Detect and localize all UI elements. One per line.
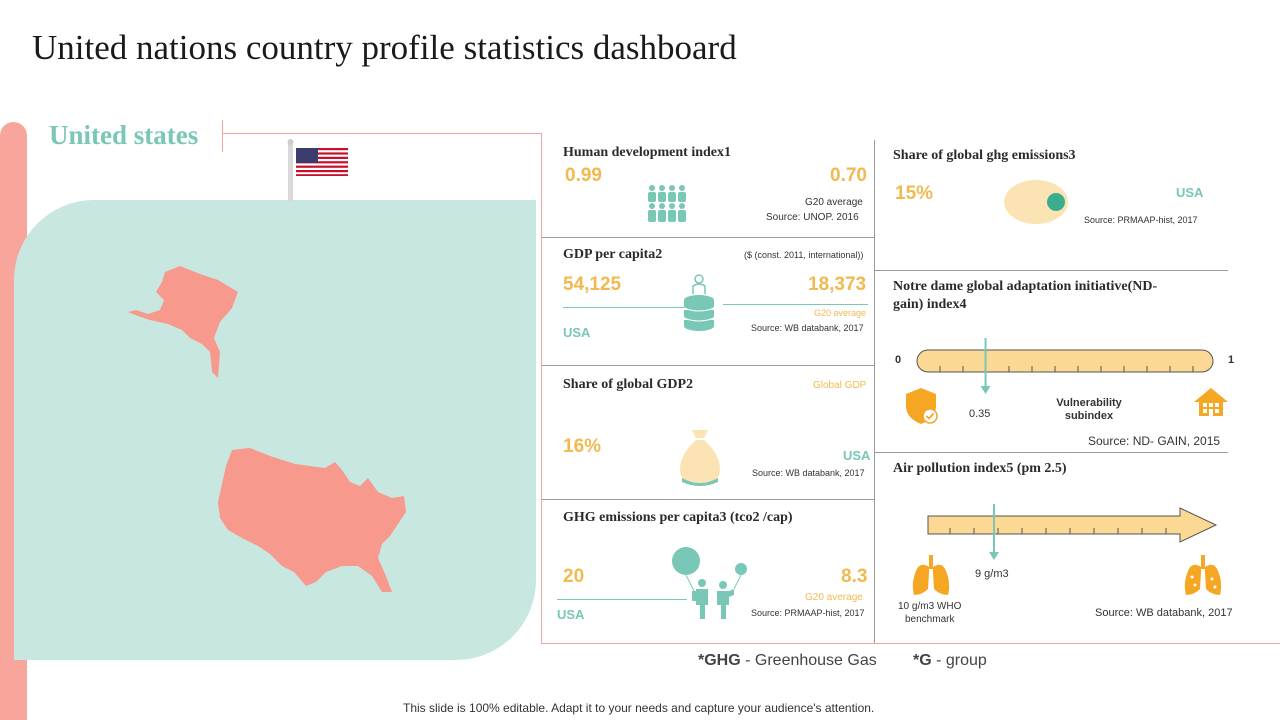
footnote-ghg-abbr: *GHG	[698, 652, 741, 669]
map-panel	[14, 200, 536, 660]
nd-gain-scale	[916, 338, 1214, 394]
ghg-per-capita-title: GHG emissions per capita3 (tco2 /cap)	[563, 510, 793, 525]
gdp-country-value: 54,125	[563, 274, 622, 295]
ghg-g20-value: 8.3	[841, 566, 868, 587]
share-ghg-country-label: USA	[1176, 185, 1204, 200]
share-ghg-value: 15%	[895, 183, 934, 204]
ghg-g20-label: G20 average	[805, 592, 863, 603]
coin-stack-person-icon	[683, 274, 715, 331]
hdi-country-value: 0.99	[565, 165, 602, 186]
footnote-g: *G - group	[913, 652, 987, 670]
air-bench-line1: 10 g/m3 WHO	[898, 601, 962, 612]
people-group-icon	[648, 185, 686, 222]
nd-gain-sub-line1: Vulnerability	[1056, 397, 1122, 409]
divider	[222, 120, 223, 152]
footnote-ghg-text: - Greenhouse Gas	[740, 652, 877, 669]
ghg-country-label: USA	[557, 607, 585, 622]
divider	[875, 270, 1228, 271]
gdp-per-capita-title: GDP per capita2	[563, 247, 663, 262]
share-ghg-source: Source: PRMAAP-hist, 2017	[1084, 215, 1198, 225]
ghg-share-bubble-icon	[1004, 180, 1068, 224]
gdp-g20-line	[723, 304, 868, 305]
ghg-source: Source: PRMAAP-hist, 2017	[751, 608, 865, 618]
gdp-g20-value: 18,373	[808, 274, 867, 295]
share-ghg-title: Share of global ghg emissions3	[893, 148, 1076, 163]
gdp-unit-note: ($ (const. 2011, international))	[744, 250, 864, 260]
share-gdp-country-label: USA	[843, 448, 871, 463]
air-source: Source: WB databank, 2017	[1095, 607, 1233, 619]
lungs-icon	[912, 555, 950, 595]
footer-note: This slide is 100% editable. Adapt it to…	[403, 701, 875, 715]
page-title: United nations country profile statistic…	[32, 28, 737, 67]
nd-gain-sub-line2: subindex	[1064, 410, 1114, 422]
air-title: Air pollution index5 (pm 2.5)	[893, 461, 1067, 476]
country-name: United states	[49, 120, 199, 150]
alaska-shape	[128, 266, 238, 378]
hdi-g20-label: G20 average	[805, 197, 863, 208]
people-with-balloons-icon	[672, 547, 747, 619]
divider	[542, 365, 874, 366]
nd-gain-value: 0.35	[969, 408, 991, 420]
nd-gain-title-line2: gain) index4	[893, 297, 967, 312]
divider	[542, 237, 874, 238]
air-arrow-scale	[927, 504, 1218, 560]
nd-gain-marker	[980, 338, 991, 394]
gdp-source: Source: WB databank, 2017	[751, 323, 864, 333]
air-value: 9 g/m3	[975, 568, 1009, 580]
shield-check-icon	[906, 388, 938, 424]
nd-gain-source: Source: ND- GAIN, 2015	[1088, 434, 1221, 448]
nd-gain-max: 1	[1228, 354, 1235, 366]
ghg-country-value: 20	[563, 566, 585, 587]
nd-gain-min: 0	[895, 354, 902, 366]
nd-gain-title-line1: Notre dame global adaptation initiative(…	[893, 279, 1158, 294]
gdp-country-label: USA	[563, 325, 591, 340]
divider	[541, 133, 542, 644]
divider	[874, 140, 875, 643]
us-flag-icon	[287, 139, 348, 202]
ghg-country-line	[557, 599, 687, 600]
gdp-g20-label: G20 average	[814, 308, 867, 318]
footnote-g-text: - group	[931, 652, 987, 669]
house-icon	[1194, 388, 1228, 416]
divider	[541, 643, 1280, 644]
polluted-lungs-icon	[1184, 555, 1222, 595]
us-map-image	[128, 266, 406, 592]
contiguous-us-shape	[218, 448, 406, 592]
hdi-source: Source: UNOP. 2016	[766, 212, 859, 223]
divider	[222, 133, 542, 134]
share-gdp-value: 16%	[563, 436, 602, 457]
hdi-g20-value: 0.70	[830, 165, 867, 186]
footnote-g-abbr: *G	[913, 652, 932, 669]
share-gdp-title: Share of global GDP2	[563, 377, 694, 392]
footnote-ghg: *GHG - Greenhouse Gas	[698, 652, 877, 670]
air-marker-head	[989, 552, 999, 560]
gdp-country-line	[563, 307, 685, 308]
air-bench-line2: benchmark	[905, 614, 955, 625]
hdi-title: Human development index1	[563, 145, 732, 160]
divider	[542, 499, 874, 500]
share-gdp-source: Source: WB databank, 2017	[752, 468, 865, 478]
share-gdp-global-label: Global GDP	[813, 380, 867, 391]
divider	[875, 452, 1228, 453]
money-bag-icon	[680, 430, 720, 486]
